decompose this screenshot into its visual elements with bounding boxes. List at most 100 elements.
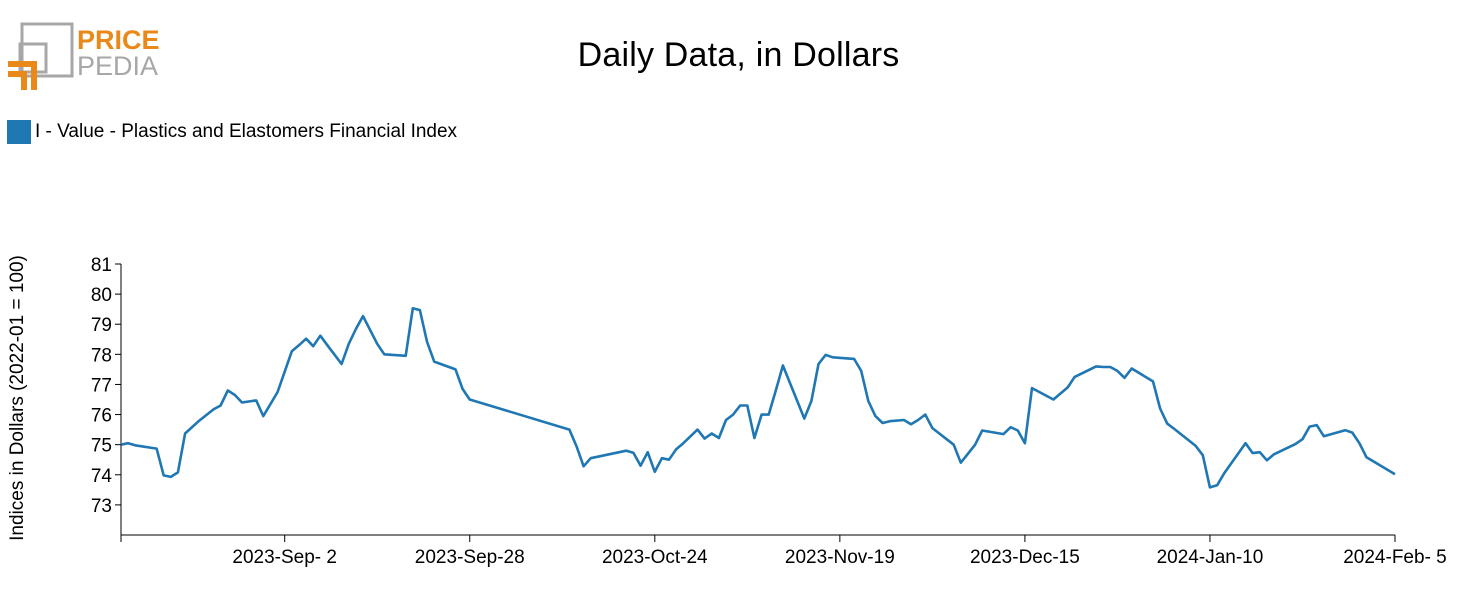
data-point[interactable]: [815, 360, 823, 368]
data-point[interactable]: [409, 304, 417, 312]
data-point[interactable]: [195, 417, 203, 425]
data-point[interactable]: [1263, 456, 1271, 464]
data-point[interactable]: [338, 360, 346, 368]
data-point[interactable]: [1256, 448, 1264, 456]
data-point[interactable]: [224, 387, 232, 395]
data-point[interactable]: [1363, 453, 1371, 461]
data-point[interactable]: [124, 439, 132, 447]
data-point[interactable]: [1206, 483, 1214, 491]
data-point[interactable]: [1049, 396, 1057, 404]
data-point[interactable]: [238, 399, 246, 407]
data-point[interactable]: [1348, 429, 1356, 437]
data-point[interactable]: [181, 430, 189, 438]
data-point[interactable]: [1000, 430, 1008, 438]
data-point[interactable]: [323, 341, 331, 349]
data-point[interactable]: [352, 325, 360, 333]
data-point[interactable]: [800, 415, 808, 423]
data-point[interactable]: [274, 388, 282, 396]
data-point[interactable]: [430, 358, 438, 366]
data-point[interactable]: [1299, 435, 1307, 443]
data-point[interactable]: [1170, 425, 1178, 433]
data-point[interactable]: [722, 416, 730, 424]
data-point[interactable]: [373, 340, 381, 348]
data-point[interactable]: [587, 454, 595, 462]
data-point[interactable]: [715, 434, 723, 442]
data-point[interactable]: [1341, 426, 1349, 434]
data-point[interactable]: [679, 439, 687, 447]
legend[interactable]: I - Value - Plastics and Elastomers Fina…: [7, 120, 457, 144]
data-point[interactable]: [1242, 439, 1250, 447]
data-point[interactable]: [772, 387, 780, 395]
data-point[interactable]: [160, 471, 168, 479]
data-point[interactable]: [1213, 481, 1221, 489]
data-point[interactable]: [950, 441, 958, 449]
data-point[interactable]: [565, 426, 573, 434]
data-point[interactable]: [1199, 451, 1207, 459]
data-point[interactable]: [359, 312, 367, 320]
data-point[interactable]: [153, 445, 161, 453]
data-point[interactable]: [907, 420, 915, 428]
data-point[interactable]: [288, 347, 296, 355]
data-point[interactable]: [1113, 367, 1121, 375]
data-point[interactable]: [629, 449, 637, 457]
data-point[interactable]: [921, 411, 929, 419]
data-point[interactable]: [857, 367, 865, 375]
data-point[interactable]: [729, 411, 737, 419]
data-point[interactable]: [871, 412, 879, 420]
data-point[interactable]: [380, 350, 388, 358]
data-point[interactable]: [1121, 374, 1129, 382]
data-point[interactable]: [978, 427, 986, 435]
data-point[interactable]: [637, 462, 645, 470]
data-point[interactable]: [1014, 427, 1022, 435]
data-point[interactable]: [807, 397, 815, 405]
data-point[interactable]: [1007, 423, 1015, 431]
data-point[interactable]: [850, 355, 858, 363]
data-point[interactable]: [743, 402, 751, 410]
data-point[interactable]: [302, 335, 310, 343]
data-point[interactable]: [117, 441, 125, 449]
data-point[interactable]: [644, 448, 652, 456]
data-point[interactable]: [708, 430, 716, 438]
data-point[interactable]: [252, 396, 260, 404]
data-point[interactable]: [672, 445, 680, 453]
data-point[interactable]: [345, 340, 353, 348]
data-point[interactable]: [1220, 469, 1228, 477]
data-point[interactable]: [131, 441, 139, 449]
data-point[interactable]: [1163, 420, 1171, 428]
data-point[interactable]: [1192, 442, 1200, 450]
data-point[interactable]: [1099, 363, 1107, 371]
data-point[interactable]: [879, 419, 887, 427]
data-point[interactable]: [217, 402, 225, 410]
data-point[interactable]: [829, 353, 837, 361]
data-point[interactable]: [295, 341, 303, 349]
data-point[interactable]: [1313, 421, 1321, 429]
data-point[interactable]: [1149, 377, 1157, 385]
data-point[interactable]: [750, 434, 758, 442]
data-point[interactable]: [1064, 384, 1072, 392]
data-point[interactable]: [1320, 432, 1328, 440]
data-point[interactable]: [459, 385, 467, 393]
data-point[interactable]: [1092, 362, 1100, 370]
data-point[interactable]: [964, 450, 972, 458]
data-point[interactable]: [1306, 423, 1314, 431]
data-point[interactable]: [259, 412, 267, 420]
data-point[interactable]: [1021, 439, 1029, 447]
data-point[interactable]: [1128, 365, 1136, 373]
data-point[interactable]: [1071, 373, 1079, 381]
data-point[interactable]: [573, 442, 581, 450]
data-point[interactable]: [210, 405, 218, 413]
data-point[interactable]: [779, 362, 787, 370]
data-point[interactable]: [701, 435, 709, 443]
data-point[interactable]: [736, 402, 744, 410]
data-point[interactable]: [765, 411, 773, 419]
data-point[interactable]: [580, 462, 588, 470]
data-point[interactable]: [1291, 440, 1299, 448]
data-point[interactable]: [957, 459, 965, 467]
data-point[interactable]: [452, 365, 460, 373]
data-point[interactable]: [694, 426, 702, 434]
data-point[interactable]: [316, 332, 324, 340]
data-point[interactable]: [622, 447, 630, 455]
data-point[interactable]: [658, 454, 666, 462]
data-point[interactable]: [1106, 363, 1114, 371]
data-point[interactable]: [1270, 450, 1278, 458]
